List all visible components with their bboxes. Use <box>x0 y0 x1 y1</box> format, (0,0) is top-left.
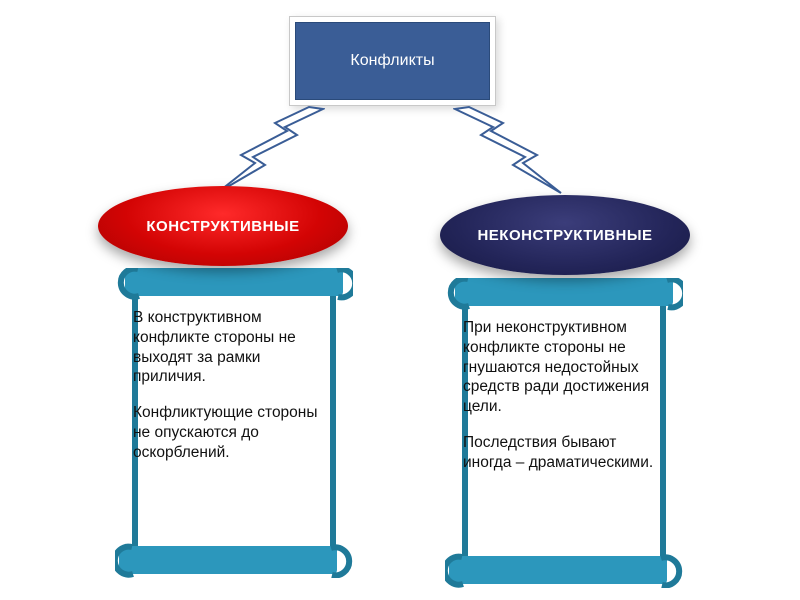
title-text: Конфликты <box>350 52 434 70</box>
constructive-ellipse: КОНСТРУКТИВНЫЕ <box>98 186 348 266</box>
nonconstructive-heading: НЕКОНСТРУКТИВНЫЕ <box>477 227 652 244</box>
nonconstructive-text: При неконструктивном конфликте стороны н… <box>463 318 663 489</box>
nonconstructive-para1: При неконструктивном конфликте стороны н… <box>463 318 657 417</box>
lightning-left-icon <box>215 105 325 185</box>
constructive-para2: Конфликтующие стороны не опускаются до о… <box>133 403 327 462</box>
constructive-para1: В конструктивном конфликте стороны не вы… <box>133 308 327 387</box>
nonconstructive-para2: Последствия бывают иногда – драматически… <box>463 433 657 473</box>
nonconstructive-scroll: При неконструктивном конфликте стороны н… <box>445 278 673 574</box>
constructive-text: В конструктивном конфликте стороны не вы… <box>133 308 333 479</box>
title-box: Конфликты <box>295 22 490 100</box>
lightning-right-icon <box>453 105 563 185</box>
nonconstructive-ellipse: НЕКОНСТРУКТИВНЫЕ <box>440 195 690 275</box>
constructive-heading: КОНСТРУКТИВНЫЕ <box>146 218 299 235</box>
constructive-scroll: В конструктивном конфликте стороны не вы… <box>115 268 343 564</box>
